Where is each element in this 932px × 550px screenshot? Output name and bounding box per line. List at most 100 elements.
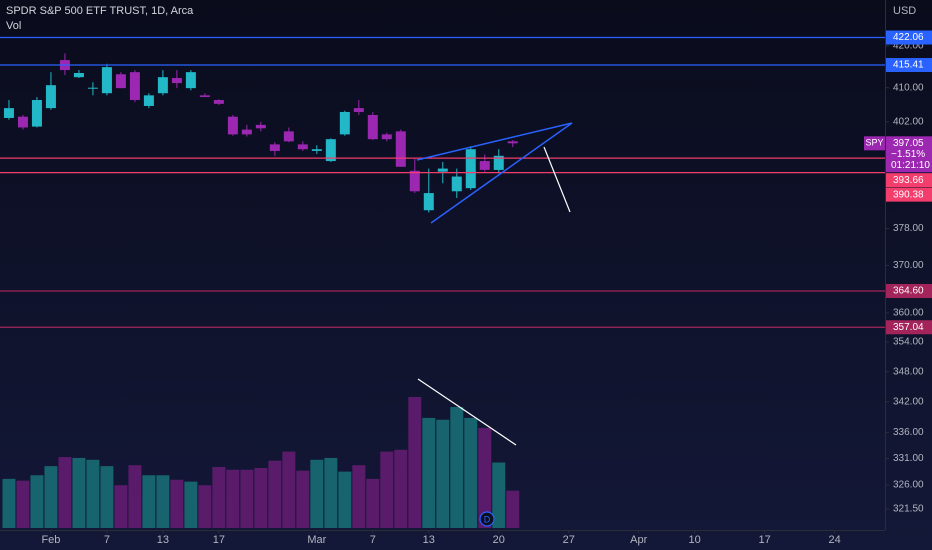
price-tag xyxy=(886,136,932,173)
volume-bar xyxy=(268,460,282,528)
candle-body xyxy=(31,100,42,127)
level-tag-label: 393.66 xyxy=(893,175,924,186)
x-tick-label: Apr xyxy=(630,534,647,546)
x-tick-label: 7 xyxy=(370,534,376,546)
level-tag-label: 415.41 xyxy=(893,60,924,71)
volume-bar xyxy=(2,478,16,528)
symbol-tag xyxy=(864,136,885,151)
volume-bar xyxy=(282,451,296,528)
projection-line[interactable] xyxy=(543,146,571,213)
price-change: −1.51% xyxy=(891,149,925,160)
candle-body xyxy=(115,74,126,89)
bar-countdown: 01:21:10 xyxy=(891,160,930,171)
candle-body xyxy=(143,95,154,106)
volume-bar xyxy=(114,485,128,528)
symbol-tag-label: SPY xyxy=(865,138,883,148)
volume-bar xyxy=(380,451,394,528)
volume-bar xyxy=(408,397,422,528)
candle-body xyxy=(451,176,462,192)
volume-bar xyxy=(16,480,30,528)
volume-bar xyxy=(72,457,86,528)
volume-bar xyxy=(198,485,212,528)
volume-legend: Vol xyxy=(6,20,21,32)
candle-body xyxy=(465,149,476,189)
x-tick-label: 17 xyxy=(213,534,225,546)
volume-bar xyxy=(324,457,338,528)
volume-bar xyxy=(450,407,464,528)
candle-body xyxy=(493,155,504,170)
volume-bar xyxy=(128,465,142,528)
last-price: 397.05 xyxy=(893,138,924,149)
candle-body xyxy=(157,77,168,94)
y-tick-label: 420.00 xyxy=(893,41,924,52)
chart-title: SPDR S&P 500 ETF TRUST, 1D, Arca xyxy=(6,5,194,17)
candle-body xyxy=(409,170,420,192)
candle-body xyxy=(395,131,406,167)
candle-body xyxy=(269,144,280,151)
volume-bar xyxy=(338,471,352,528)
y-tick-label: 402.00 xyxy=(893,116,924,127)
y-tick-label: 410.00 xyxy=(893,82,924,93)
x-tick-label: 24 xyxy=(828,534,840,546)
level-tag-label: 422.06 xyxy=(893,32,924,43)
candle-body xyxy=(171,78,182,84)
candle-body xyxy=(101,67,112,94)
wedge-lower-line[interactable] xyxy=(430,122,573,224)
candle-body xyxy=(381,134,392,140)
plot xyxy=(0,36,885,528)
volume-bar xyxy=(422,417,436,528)
volume-bar xyxy=(310,459,324,528)
y-tick-label: 326.00 xyxy=(893,479,924,490)
x-tick-label: Feb xyxy=(41,534,60,546)
volume-bar xyxy=(58,457,72,528)
dividend-label: D xyxy=(484,514,491,524)
y-tick-label: 354.00 xyxy=(893,337,924,348)
currency-label: USD xyxy=(893,5,916,17)
candle-body xyxy=(423,193,434,211)
level-tag-label: 364.60 xyxy=(893,286,924,297)
candle-body xyxy=(199,95,210,98)
volume-bar xyxy=(296,470,310,528)
volume-bar xyxy=(100,466,114,528)
candle-body xyxy=(353,108,364,112)
y-tick-label: 336.00 xyxy=(893,427,924,438)
wedge-upper-line[interactable] xyxy=(416,122,573,161)
y-tick-label: 342.00 xyxy=(893,396,924,407)
candle-body xyxy=(227,116,238,135)
volume-bar xyxy=(394,449,408,528)
candle-body xyxy=(339,111,350,135)
volume-bar xyxy=(254,467,268,528)
y-tick-label: 370.00 xyxy=(893,260,924,271)
volume-bar xyxy=(492,462,506,528)
volume-bar xyxy=(506,490,520,528)
y-tick-label: 321.50 xyxy=(893,504,924,515)
volume-bar xyxy=(226,469,240,528)
candle-body xyxy=(311,149,322,151)
y-tick-label: 331.00 xyxy=(893,453,924,464)
volume-bar xyxy=(478,427,492,528)
volume-trend-line[interactable] xyxy=(417,378,517,446)
level-tag xyxy=(886,187,932,202)
level-tag xyxy=(886,30,932,45)
candle-body xyxy=(325,139,336,162)
candle-body xyxy=(241,129,252,135)
candle-body xyxy=(255,124,266,129)
volume-bar xyxy=(436,419,450,528)
x-tick-label: 27 xyxy=(563,534,575,546)
level-tag xyxy=(886,320,932,335)
dividend-badge[interactable] xyxy=(479,511,495,527)
candle-body xyxy=(437,168,448,172)
candle-body xyxy=(73,72,84,78)
candle-body xyxy=(45,85,56,109)
volume-bar xyxy=(170,479,184,528)
candle-body xyxy=(185,72,196,89)
x-tick-label: 7 xyxy=(104,534,110,546)
x-tick-label: 10 xyxy=(689,534,701,546)
y-tick-label: 378.00 xyxy=(893,223,924,234)
candle-body xyxy=(367,114,378,140)
candle-body xyxy=(297,144,308,150)
y-tick-label: 348.00 xyxy=(893,366,924,377)
volume-bar xyxy=(86,459,100,528)
